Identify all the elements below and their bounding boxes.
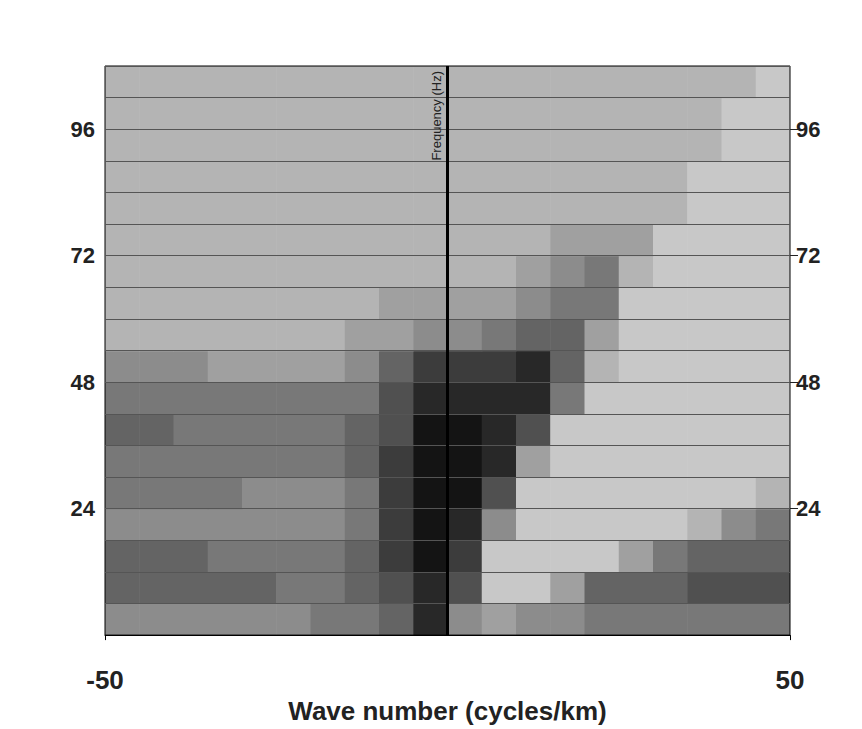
svg-text:Wave number (cycles/km): Wave number (cycles/km) — [288, 696, 606, 726]
svg-text:50: 50 — [776, 665, 805, 695]
svg-text:24: 24 — [71, 496, 96, 521]
svg-text:96: 96 — [796, 117, 820, 142]
svg-text:24: 24 — [796, 496, 821, 521]
svg-text:-50: -50 — [86, 665, 124, 695]
svg-text:Frequency (Hz): Frequency (Hz) — [429, 71, 444, 161]
svg-text:96: 96 — [71, 117, 95, 142]
svg-text:48: 48 — [71, 370, 95, 395]
svg-text:72: 72 — [71, 243, 95, 268]
svg-text:72: 72 — [796, 243, 820, 268]
svg-text:48: 48 — [796, 370, 820, 395]
